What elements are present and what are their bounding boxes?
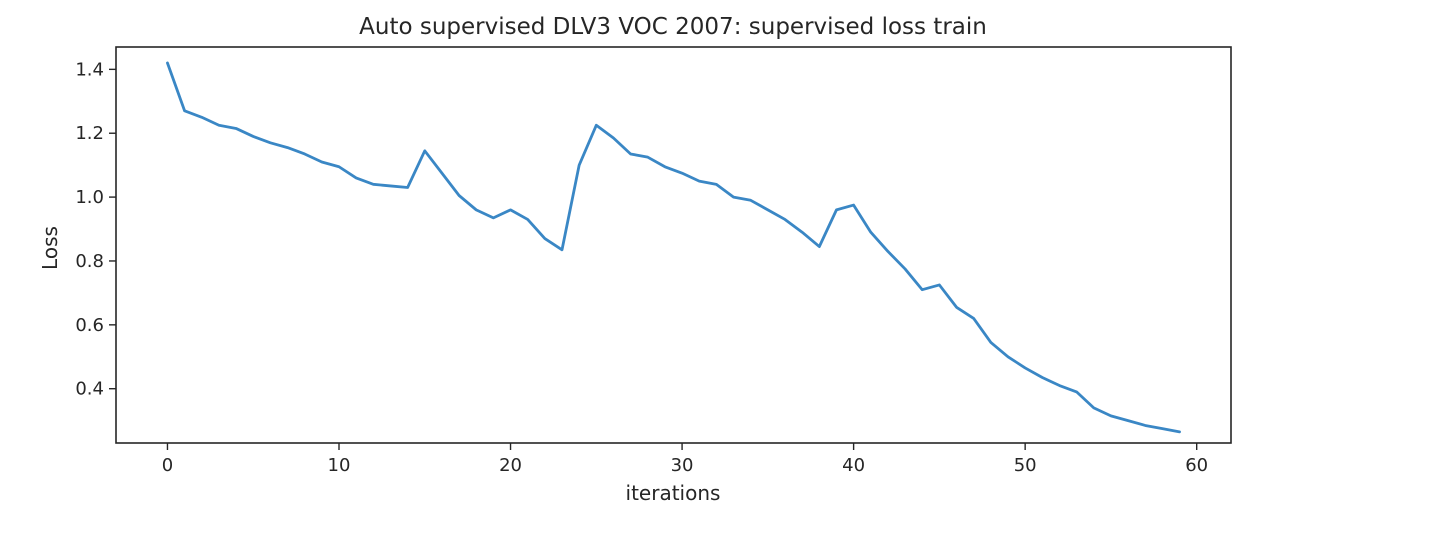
- y-tick-label: 1.2: [75, 123, 104, 144]
- chart-title: Auto supervised DLV3 VOC 2007: supervise…: [359, 14, 987, 40]
- y-tick-label: 1.0: [75, 187, 104, 208]
- y-tick-label: 0.8: [75, 251, 104, 272]
- y-tick-label: 0.6: [75, 315, 104, 336]
- x-tick-label: 20: [499, 455, 522, 476]
- x-axis: 0 10 20 30 40 50 60: [162, 443, 1208, 476]
- series-line-0: [166, 61, 1181, 434]
- y-axis: 0.4 0.6 0.8 1.0 1.2 1.4: [75, 59, 116, 400]
- x-tick-label: 40: [842, 455, 865, 476]
- x-tick-label: 30: [671, 455, 694, 476]
- plot-frame: [115, 46, 1232, 444]
- x-tick-label: 10: [328, 455, 351, 476]
- x-axis-label: iterations: [626, 481, 721, 505]
- x-tick-label: 60: [1185, 455, 1208, 476]
- y-tick-label: 1.4: [75, 59, 104, 80]
- x-tick-label: 0: [162, 455, 173, 476]
- x-tick-label: 50: [1014, 455, 1037, 476]
- plot-area: [166, 61, 1181, 434]
- y-tick-label: 0.4: [75, 379, 104, 400]
- y-axis-label: Loss: [38, 226, 62, 270]
